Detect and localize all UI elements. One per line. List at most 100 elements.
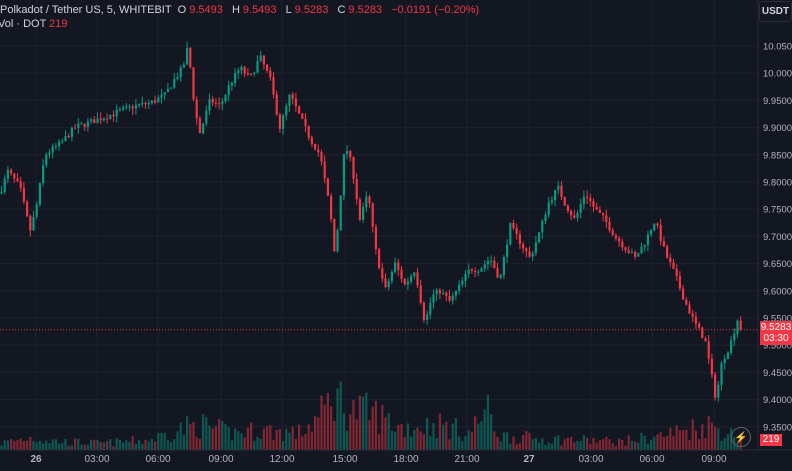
volume-bar bbox=[323, 404, 326, 450]
volume-bar bbox=[278, 429, 281, 450]
volume-bar bbox=[554, 436, 557, 450]
candle-body bbox=[518, 234, 521, 245]
volume-bar bbox=[77, 438, 80, 450]
candle-body bbox=[717, 384, 720, 398]
volume-bar bbox=[576, 440, 579, 450]
candle-body bbox=[211, 99, 214, 103]
volume-bar bbox=[691, 419, 694, 450]
time-tick-label: 06:00 bbox=[145, 454, 170, 465]
volume-bar bbox=[506, 432, 509, 450]
candle-body bbox=[118, 109, 121, 111]
open-value: 9.5493 bbox=[189, 4, 223, 16]
candle-body bbox=[736, 320, 739, 334]
volume-bar bbox=[419, 431, 422, 450]
candle-body bbox=[342, 154, 345, 196]
time-axis[interactable]: 26 03:00 06:00 09:00 12:00 15:00 18:00 21:00 27 0… bbox=[30, 454, 727, 465]
volume-bar bbox=[205, 417, 208, 450]
candle-body bbox=[10, 169, 13, 174]
volume-bar bbox=[688, 440, 691, 450]
volume-bar bbox=[32, 441, 35, 450]
symbol-title[interactable]: Polkadot / Tether US, 5, WHITEBIT bbox=[0, 4, 172, 16]
volume-bar bbox=[80, 444, 83, 450]
volume-bar bbox=[499, 441, 502, 450]
candle-body bbox=[262, 55, 265, 65]
candle-body bbox=[486, 260, 489, 265]
volume-bar bbox=[182, 434, 185, 450]
volume-bar bbox=[275, 429, 278, 450]
volume-bar bbox=[557, 435, 560, 450]
candle-body bbox=[237, 70, 240, 74]
candle-body bbox=[570, 210, 573, 216]
volume-bar bbox=[605, 436, 608, 450]
candle-body bbox=[150, 100, 153, 103]
volume-bar bbox=[35, 442, 38, 450]
candle-body bbox=[307, 125, 310, 138]
volume-bar bbox=[317, 417, 320, 450]
lightning-icon[interactable]: ⚡ bbox=[731, 427, 751, 447]
candle-body bbox=[413, 272, 416, 277]
time-tick-label: 09:00 bbox=[208, 454, 233, 465]
volume-bar bbox=[669, 427, 672, 450]
volume-bar bbox=[365, 392, 368, 450]
open-label: O bbox=[177, 4, 187, 16]
volume-bar bbox=[304, 433, 307, 450]
volume-bar bbox=[38, 440, 41, 450]
volume-bar bbox=[291, 427, 294, 450]
candle-body bbox=[352, 157, 355, 179]
volume-bar bbox=[45, 440, 48, 450]
volume-bar bbox=[717, 428, 720, 450]
candle-body bbox=[531, 253, 534, 257]
volume-bar bbox=[592, 437, 595, 450]
candle-body bbox=[739, 320, 742, 331]
high-label: H bbox=[231, 4, 240, 16]
candle-body bbox=[365, 196, 368, 208]
candle-body bbox=[608, 221, 611, 231]
volume-label[interactable]: Vol · DOT bbox=[0, 18, 47, 30]
volume-bar bbox=[29, 436, 32, 450]
candle-body bbox=[102, 118, 105, 121]
volume-bar bbox=[416, 427, 419, 450]
candle-body bbox=[275, 94, 278, 115]
candle-body bbox=[330, 195, 333, 220]
volume-bar bbox=[570, 436, 573, 450]
currency-button[interactable]: USDT bbox=[759, 1, 792, 22]
candle-body bbox=[195, 99, 198, 119]
volume-bar bbox=[310, 431, 313, 450]
price-axis[interactable]: 10.0500 10.0000 9.9500 9.9000 9.8500 9.8000 9.… bbox=[763, 42, 792, 434]
candle-body bbox=[224, 94, 227, 102]
volume-bar bbox=[685, 429, 688, 450]
candle-body bbox=[611, 230, 614, 236]
candle-body bbox=[525, 248, 528, 252]
price-tick-label: 9.4000 bbox=[763, 395, 792, 406]
candle-body bbox=[438, 289, 441, 294]
candle-body bbox=[45, 154, 48, 166]
volume-bar bbox=[202, 414, 205, 450]
volume-bar bbox=[314, 416, 317, 450]
volume-bar bbox=[282, 441, 285, 450]
candle-body bbox=[32, 216, 35, 231]
candle-body bbox=[80, 123, 83, 125]
candle-body bbox=[163, 92, 166, 95]
price-tick-label: 9.6000 bbox=[763, 286, 792, 297]
candle-body bbox=[230, 82, 233, 86]
candle-body bbox=[6, 169, 9, 179]
volume-bar bbox=[54, 439, 57, 450]
volume-bar bbox=[22, 440, 25, 450]
candle-body bbox=[61, 140, 64, 142]
volume-bar bbox=[701, 424, 704, 450]
volume-bar bbox=[502, 432, 505, 450]
candle-body bbox=[595, 206, 598, 210]
price-tick-label: 9.6500 bbox=[763, 259, 792, 270]
volume-bar bbox=[221, 420, 224, 450]
candle-body bbox=[698, 323, 701, 328]
candle-body bbox=[566, 205, 569, 211]
candle-body bbox=[310, 137, 313, 144]
time-tick-label: 18:00 bbox=[393, 454, 418, 465]
candle-body bbox=[467, 269, 470, 275]
volume-bar bbox=[528, 432, 531, 450]
candle-body bbox=[384, 278, 387, 288]
candle-body bbox=[99, 118, 102, 121]
volume-bar bbox=[266, 426, 269, 450]
candle-body bbox=[166, 88, 169, 93]
